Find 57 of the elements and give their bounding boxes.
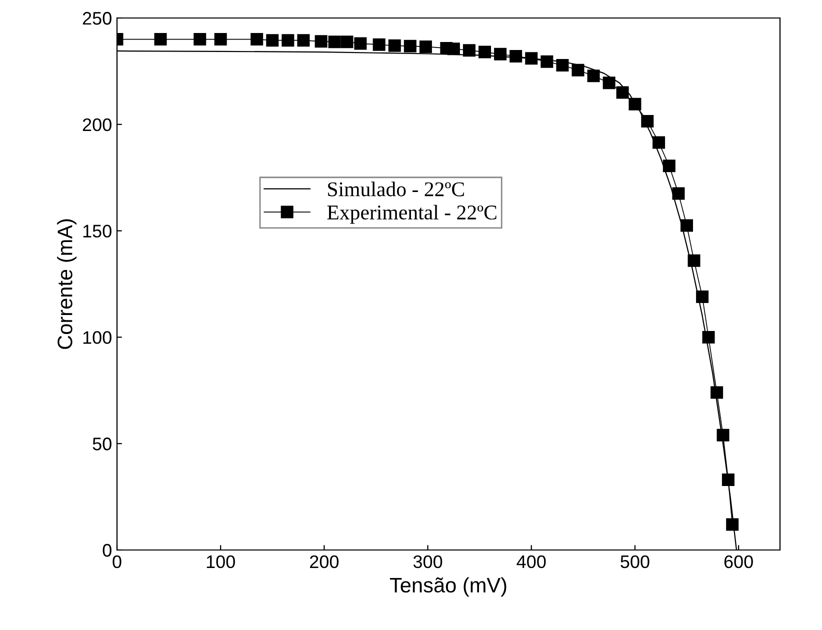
point	[510, 50, 522, 63]
point	[572, 64, 584, 76]
point	[525, 52, 538, 65]
point	[716, 428, 730, 442]
point	[328, 36, 341, 48]
point	[628, 98, 642, 110]
legend-label: Simulado - 22ºC	[328, 182, 464, 196]
x-tick-label: 300	[413, 555, 442, 568]
point	[540, 55, 554, 68]
point	[194, 33, 206, 46]
y-tick-label: 0	[102, 544, 112, 557]
point	[419, 40, 432, 53]
point	[314, 35, 328, 48]
point	[266, 34, 279, 47]
x-tick-label: 0	[112, 555, 122, 568]
point	[154, 33, 167, 46]
point	[662, 160, 676, 172]
point	[447, 42, 460, 56]
y-tick-label: 100	[83, 331, 112, 344]
legend-label: Experimental - 22ºC	[327, 204, 496, 224]
point	[214, 33, 227, 46]
point	[478, 46, 492, 58]
point	[652, 136, 666, 149]
point	[616, 86, 629, 99]
x-tick-label: 500	[620, 555, 650, 568]
point	[696, 290, 709, 304]
point	[372, 38, 386, 51]
x-tick-label: 100	[206, 555, 235, 568]
y-tick-label: 250	[82, 12, 112, 25]
point	[404, 40, 416, 52]
x-tick-label: 200	[310, 555, 339, 568]
y-axis-title: Corrente (mA)	[57, 219, 76, 349]
point	[282, 34, 294, 47]
point	[494, 48, 507, 60]
x-axis-title: Tensão (mV)	[390, 577, 506, 597]
x-tick-label: 600	[724, 555, 753, 568]
point	[641, 114, 654, 128]
point	[710, 386, 724, 399]
point	[680, 219, 694, 232]
y-tick-label: 150	[83, 224, 112, 238]
point	[602, 76, 616, 90]
point	[672, 187, 685, 200]
point	[297, 34, 310, 47]
y-tick-label: 50	[92, 438, 112, 450]
point	[726, 518, 739, 531]
point	[388, 39, 401, 52]
point	[250, 33, 264, 46]
point	[702, 330, 715, 344]
point	[556, 58, 569, 72]
x-tick-label: 400	[516, 555, 546, 568]
point	[688, 254, 700, 267]
point	[462, 44, 476, 57]
point	[340, 36, 354, 48]
point	[587, 70, 600, 82]
point	[354, 37, 367, 50]
y-tick-label: 200	[82, 118, 112, 132]
point	[722, 474, 734, 486]
